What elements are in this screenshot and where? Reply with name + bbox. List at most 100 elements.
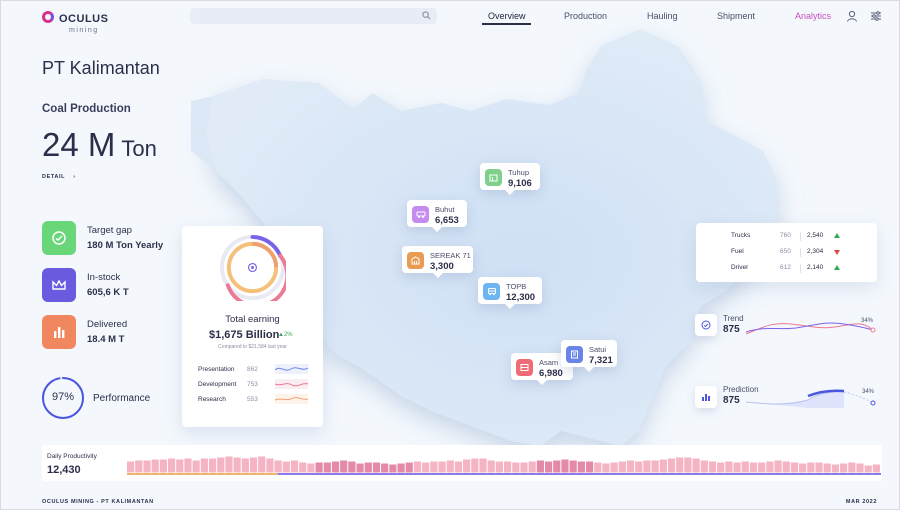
pin-buhut[interactable]: Buhut 6,653	[407, 200, 467, 232]
productivity-bar	[446, 460, 454, 473]
pin-value: 7,321	[589, 355, 613, 366]
company-name: PT Kalimantan	[42, 58, 160, 78]
pin-value: 6,980	[539, 368, 563, 379]
productivity-bar	[708, 461, 717, 473]
settings-sliders-icon[interactable]	[870, 10, 882, 22]
pin-value: 6,653	[435, 215, 459, 226]
fleet-row-previous: 760	[780, 232, 791, 239]
nav-overview[interactable]: Overview	[488, 11, 526, 21]
productivity-bar	[299, 462, 307, 473]
productivity-bar	[626, 460, 635, 473]
productivity-bar	[266, 458, 274, 473]
pin-name: Satui	[589, 345, 607, 354]
productivity-bar	[823, 463, 831, 473]
nav-shipment[interactable]: Shipment	[717, 11, 756, 21]
productivity-bar	[331, 461, 340, 473]
productivity-bar	[430, 461, 438, 473]
fleet-table: Trucks 760 2,540 Fuel 650 2,304 Driver 6…	[696, 223, 877, 282]
productivity-bar	[774, 460, 782, 473]
nav-production[interactable]: Production	[564, 11, 608, 21]
earning-row-value: 862	[247, 366, 258, 373]
prediction-title: Prediction	[723, 385, 759, 394]
user-icon[interactable]	[846, 10, 858, 22]
productivity-bar	[315, 462, 323, 473]
stat-target-gap-title: Target gap	[87, 225, 132, 236]
detail-link-label: DETAIL	[42, 174, 65, 180]
divider	[800, 248, 801, 257]
productivity-bar	[766, 461, 774, 473]
pin-topb[interactable]: TOPB 12,300	[478, 277, 542, 309]
productivity-bar	[151, 459, 159, 473]
productivity-bar	[127, 461, 135, 473]
total-earning-value: $1,675 Billion	[209, 329, 280, 341]
pin-tuhup[interactable]: Tuhup 9,106	[480, 163, 540, 195]
earning-row-value: 753	[247, 381, 258, 388]
productivity-bar	[323, 462, 331, 473]
productivity-bar	[397, 463, 405, 473]
productivity-bar	[233, 457, 241, 473]
fleet-row-current: 2,540	[807, 232, 824, 239]
productivity-baseline-segment	[127, 473, 278, 475]
productivity-bar	[610, 462, 618, 473]
building-icon	[485, 169, 502, 186]
daily-productivity-bars	[127, 456, 881, 475]
productivity-bar	[544, 461, 553, 473]
presentation-sparkline	[275, 364, 308, 374]
prediction-value: 875	[723, 395, 740, 406]
productivity-bar	[307, 463, 315, 473]
nav-hauling[interactable]: Hauling	[647, 11, 678, 21]
nav-active-indicator	[482, 23, 531, 25]
productivity-bar	[225, 456, 233, 473]
daily-productivity-title: Daily Productivity	[47, 453, 97, 460]
stat-delivered-value: 18.4 M T	[87, 334, 125, 345]
detail-link[interactable]: DETAIL ›	[42, 174, 76, 180]
document-icon	[566, 346, 583, 363]
productivity-bar	[561, 459, 569, 473]
productivity-bar	[192, 460, 200, 473]
productivity-bar	[700, 460, 708, 473]
footer-company: OCULUS MINING - PT KALIMANTAN	[42, 499, 154, 505]
productivity-bar	[667, 458, 676, 473]
coal-production-label: Coal Production	[42, 103, 131, 115]
productivity-bar	[758, 462, 766, 473]
pin-value: 3,300	[430, 261, 454, 272]
earning-row-value: 553	[247, 396, 258, 403]
arrow-up-icon	[834, 265, 840, 270]
daily-productivity-panel: Daily Productivity 12,430	[42, 445, 882, 481]
total-earning-compare: Compared to $21,584 last year	[218, 344, 287, 350]
pin-sereak-71[interactable]: SEREAK 71 3,300	[402, 246, 473, 278]
trend-percent: 34%	[861, 318, 874, 324]
total-earning-title: Total earning	[225, 314, 280, 325]
productivity-bar	[487, 460, 495, 473]
productivity-bar	[184, 458, 192, 473]
nav-analytics[interactable]: Analytics	[795, 11, 832, 21]
productivity-bar	[356, 463, 364, 473]
pin-satui[interactable]: Satui 7,321	[561, 340, 617, 372]
productivity-bar	[495, 461, 503, 473]
earning-row-label: Research	[198, 396, 226, 403]
stat-delivered-title: Delivered	[87, 319, 128, 330]
productivity-bar	[159, 459, 167, 473]
productivity-baseline-segment	[277, 473, 881, 475]
target-icon	[42, 221, 76, 255]
fleet-row-label: Driver	[731, 264, 749, 271]
fleet-row-label: Fuel	[731, 248, 744, 255]
trend-title: Trend	[723, 314, 744, 323]
arrow-up-icon	[834, 233, 840, 238]
search-input[interactable]	[190, 8, 437, 24]
productivity-bar	[520, 462, 528, 473]
productivity-bar	[807, 462, 815, 473]
vehicle-icon	[483, 283, 500, 300]
productivity-bar	[749, 462, 758, 473]
coal-production-unit: Ton	[121, 136, 157, 161]
search-icon[interactable]	[422, 11, 431, 20]
productivity-bar	[643, 460, 651, 473]
productivity-bar	[553, 460, 561, 473]
arrow-down-icon	[834, 250, 840, 255]
earning-row-label: Presentation	[198, 366, 235, 373]
logo[interactable]: OCULUS mining	[42, 10, 108, 34]
productivity-bar	[241, 458, 249, 473]
productivity-bar	[848, 462, 856, 473]
stat-target-gap-value: 180 M Ton Yearly	[87, 240, 164, 251]
